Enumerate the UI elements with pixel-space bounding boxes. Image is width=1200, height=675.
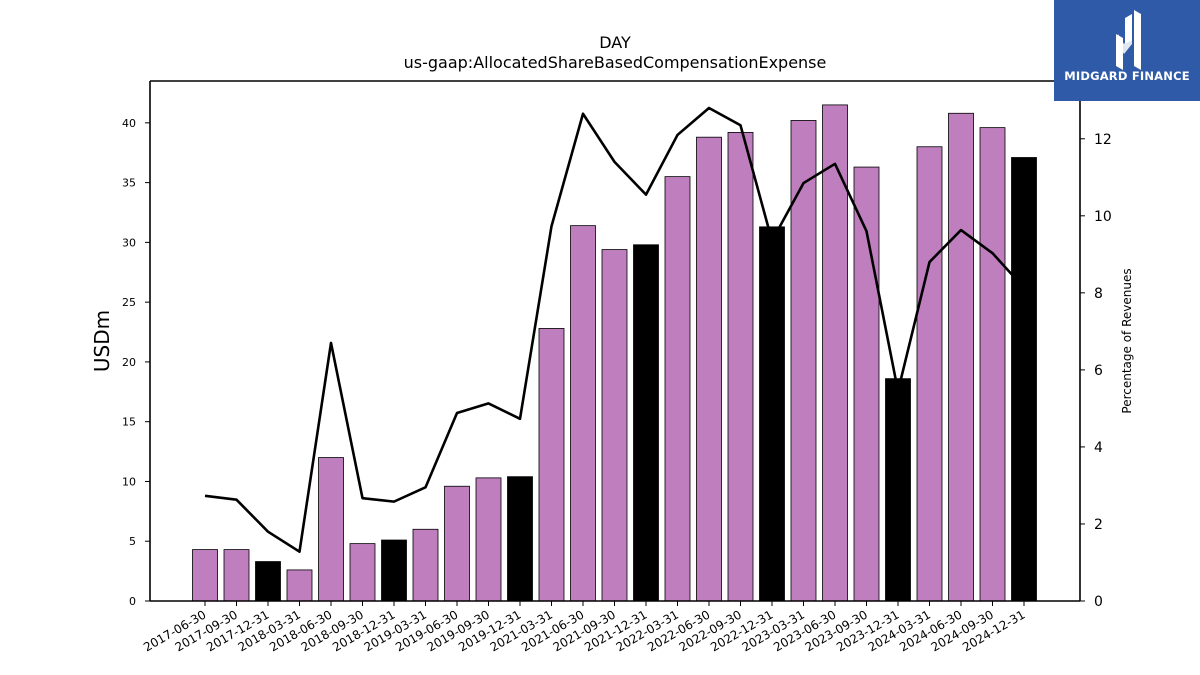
bar-2022-03-31 (664, 176, 691, 602)
midgard-finance-logo: MIDGARD FINANCE (1054, 0, 1200, 101)
bar-2017-09-30 (223, 549, 250, 602)
bar-2021-06-30 (570, 225, 596, 602)
bar-2024-12-31 (1011, 157, 1037, 602)
bar-2021-09-30 (601, 249, 628, 602)
percentage-line (204, 106, 1025, 553)
y2-tick-label: 0 (1094, 594, 1103, 610)
bar-2023-09-30 (853, 166, 880, 602)
bar-2019-06-30 (444, 485, 470, 602)
bar-2018-12-31 (381, 539, 407, 602)
bar-2018-03-31 (286, 569, 313, 602)
bar-2019-12-31 (507, 476, 533, 602)
bar-2021-12-31 (633, 244, 659, 602)
bar-2021-03-31 (538, 328, 565, 602)
bar-2017-06-30 (192, 549, 218, 602)
y-tick-label: 35 (122, 177, 136, 190)
y2-tick-label: 10 (1094, 209, 1112, 225)
y-tick-label: 10 (122, 475, 136, 488)
y2-tick-label: 6 (1094, 363, 1103, 379)
bar-2023-06-30 (822, 104, 848, 602)
bar-2024-06-30 (948, 112, 974, 602)
bar-2018-06-30 (318, 457, 344, 602)
bar-2024-09-30 (979, 127, 1006, 602)
bar-2023-03-31 (790, 120, 817, 602)
bars-layer (192, 104, 1037, 602)
y-tick-label: 30 (122, 236, 136, 249)
y2-axis-label: Percentage of Revenues (1120, 268, 1134, 413)
bar-2017-12-31 (255, 561, 281, 602)
bar-2023-12-31 (885, 378, 911, 602)
bar-2022-06-30 (696, 136, 722, 602)
y2-tick-label: 4 (1094, 440, 1103, 456)
y-tick-label: 5 (129, 535, 136, 548)
bar-2018-09-30 (349, 543, 376, 602)
logo-mark-icon (1116, 10, 1141, 70)
bar-2019-09-30 (475, 477, 502, 602)
y-tick-label: 15 (122, 416, 136, 429)
y-tick-label: 40 (122, 117, 136, 130)
y-tick-label: 20 (122, 356, 136, 369)
line-layer (204, 106, 1025, 553)
bar-2022-12-31 (759, 226, 785, 602)
y-tick-label: 0 (129, 595, 136, 608)
bar-2022-09-30 (727, 132, 754, 602)
bar-2024-03-31 (916, 146, 943, 602)
logo-text: MIDGARD FINANCE (1064, 69, 1190, 83)
y2-tick-label: 12 (1094, 132, 1112, 148)
chart-subtitle: us-gaap:AllocatedShareBasedCompensationE… (404, 53, 827, 72)
chart-title: DAY (599, 33, 631, 52)
y-axis-label: USDm (90, 310, 114, 372)
y2-tick-label: 8 (1094, 286, 1103, 302)
y2-tick-label: 2 (1094, 517, 1103, 533)
bar-2019-03-31 (412, 528, 439, 602)
y-tick-label: 25 (122, 296, 136, 309)
